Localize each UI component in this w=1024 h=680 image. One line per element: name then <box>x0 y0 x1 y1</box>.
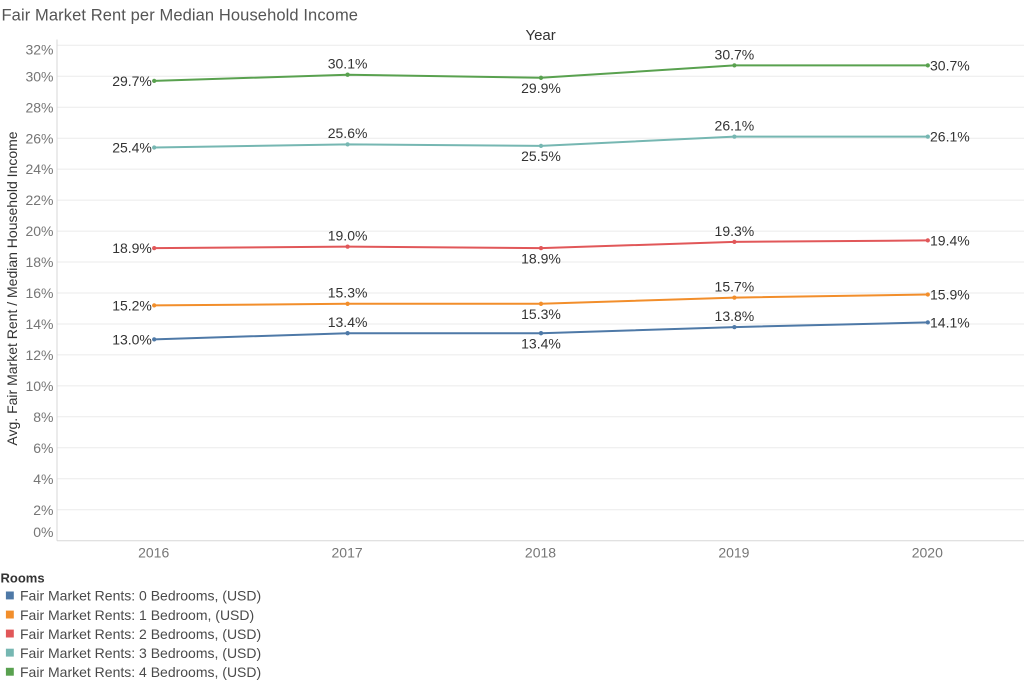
svg-text:Fair Market Rents: 3 Bedrooms,: Fair Market Rents: 3 Bedrooms, (USD) <box>20 645 261 661</box>
svg-text:18.9%: 18.9% <box>112 240 152 256</box>
svg-text:2016: 2016 <box>138 544 169 560</box>
svg-text:2017: 2017 <box>332 544 363 560</box>
svg-text:30.7%: 30.7% <box>930 58 970 74</box>
svg-text:25.4%: 25.4% <box>112 140 152 156</box>
svg-text:12%: 12% <box>25 347 53 363</box>
svg-text:2020: 2020 <box>912 544 943 560</box>
svg-text:Fair Market Rents: 1 Bedroom,: Fair Market Rents: 1 Bedroom, (USD) <box>20 607 254 623</box>
svg-text:20%: 20% <box>25 223 53 239</box>
svg-text:10%: 10% <box>25 378 53 394</box>
svg-text:18%: 18% <box>25 254 53 270</box>
svg-text:14%: 14% <box>25 316 53 332</box>
svg-text:8%: 8% <box>33 409 53 425</box>
svg-text:14.1%: 14.1% <box>930 315 970 331</box>
svg-text:Fair Market Rents: 4 Bedrooms,: Fair Market Rents: 4 Bedrooms, (USD) <box>20 664 261 680</box>
svg-text:22%: 22% <box>25 192 53 208</box>
svg-text:0%: 0% <box>33 524 53 540</box>
svg-text:15.7%: 15.7% <box>715 279 755 295</box>
svg-text:16%: 16% <box>25 285 53 301</box>
svg-text:13.0%: 13.0% <box>112 332 152 348</box>
svg-text:30%: 30% <box>25 68 53 84</box>
svg-text:25.6%: 25.6% <box>328 125 368 141</box>
svg-text:Fair Market Rents: 0 Bedrooms,: Fair Market Rents: 0 Bedrooms, (USD) <box>20 588 261 604</box>
svg-text:32%: 32% <box>25 42 53 58</box>
svg-text:29.9%: 29.9% <box>521 80 561 96</box>
svg-text:30.7%: 30.7% <box>715 46 755 62</box>
svg-text:30.1%: 30.1% <box>328 55 368 71</box>
svg-text:Year: Year <box>525 27 555 44</box>
svg-text:29.7%: 29.7% <box>112 73 152 89</box>
svg-text:19.4%: 19.4% <box>930 233 970 249</box>
svg-text:15.3%: 15.3% <box>328 285 368 301</box>
svg-text:26.1%: 26.1% <box>930 129 970 145</box>
svg-text:Avg. Fair Market Rent / Median: Avg. Fair Market Rent / Median Household… <box>4 131 20 445</box>
svg-text:15.3%: 15.3% <box>521 306 561 322</box>
svg-text:15.9%: 15.9% <box>930 287 970 303</box>
svg-text:28%: 28% <box>25 99 53 115</box>
svg-text:4%: 4% <box>33 471 53 487</box>
svg-text:24%: 24% <box>25 161 53 177</box>
svg-text:13.8%: 13.8% <box>715 308 755 324</box>
svg-text:13.4%: 13.4% <box>328 314 368 330</box>
svg-text:6%: 6% <box>33 440 53 456</box>
svg-text:Fair Market Rents: 2 Bedrooms,: Fair Market Rents: 2 Bedrooms, (USD) <box>20 626 261 642</box>
svg-text:19.3%: 19.3% <box>715 223 755 239</box>
svg-text:15.2%: 15.2% <box>112 298 152 314</box>
svg-text:18.9%: 18.9% <box>521 250 561 266</box>
svg-text:Rooms: Rooms <box>1 571 45 586</box>
svg-text:2019: 2019 <box>718 544 749 560</box>
svg-text:26.1%: 26.1% <box>715 118 755 134</box>
svg-text:25.5%: 25.5% <box>521 148 561 164</box>
svg-text:2%: 2% <box>33 502 53 518</box>
svg-text:13.4%: 13.4% <box>521 335 561 351</box>
svg-text:19.0%: 19.0% <box>328 227 368 243</box>
svg-text:Fair Market Rent per Median Ho: Fair Market Rent per Median Household In… <box>2 7 359 25</box>
svg-text:2018: 2018 <box>525 544 556 560</box>
svg-text:26%: 26% <box>25 130 53 146</box>
